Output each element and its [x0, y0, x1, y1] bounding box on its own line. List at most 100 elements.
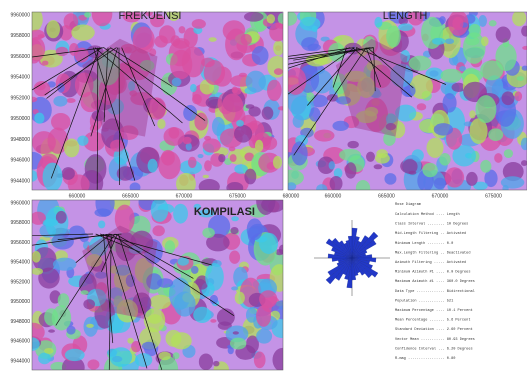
map-zone: [517, 76, 524, 81]
map-zone: [244, 169, 256, 185]
y-tick-label: 9948000: [11, 137, 31, 143]
map-zone: [480, 160, 491, 173]
y-tick-label: 9944000: [11, 178, 31, 184]
map-zone: [204, 160, 212, 171]
rose-stat: Minimum Length ........ 0.0: [395, 241, 453, 246]
map-zone: [502, 185, 508, 192]
y-tick-label: 9944000: [11, 358, 31, 364]
panel-title: LENGTH: [383, 10, 428, 22]
map-zone: [417, 103, 427, 110]
y-tick-label: 9958000: [11, 33, 31, 39]
map-zone: [384, 173, 396, 185]
x-tick-label: 675000: [229, 193, 246, 199]
map-zone: [374, 17, 382, 28]
y-tick-label: 9950000: [11, 116, 31, 122]
map-zone: [170, 50, 192, 79]
map-zone: [332, 121, 348, 131]
map-zone: [190, 84, 197, 92]
map-zone: [64, 138, 80, 157]
map-zone: [62, 229, 70, 234]
map-zone: [402, 159, 417, 174]
map-zone: [241, 34, 252, 46]
map-zone: [494, 153, 502, 163]
y-tick-label: 9954000: [11, 260, 31, 266]
map-zone: [28, 37, 45, 61]
map-zone: [58, 293, 70, 307]
map-zone: [234, 125, 252, 143]
map-zone: [278, 13, 286, 24]
rose-stat: Vector Mean ........... 80.93 Degrees: [395, 337, 475, 342]
map-zone: [66, 98, 75, 103]
rose-stat: Mid-Length Filtering .. Activated: [395, 231, 466, 236]
map-zone: [398, 23, 413, 31]
y-tick-label: 9958000: [11, 220, 31, 226]
map-zone: [262, 107, 274, 120]
map-zone: [254, 351, 266, 368]
map-zone: [171, 332, 192, 349]
y-tick-label: 9950000: [11, 299, 31, 305]
map-zone: [38, 353, 51, 365]
map-zone: [376, 149, 388, 158]
y-tick-label: 9948000: [11, 319, 31, 325]
map-zone: [69, 43, 79, 56]
map-zone: [226, 182, 243, 194]
map-zone: [42, 61, 49, 66]
map-zone: [152, 225, 164, 236]
map-zone: [130, 182, 141, 192]
map-zone: [434, 123, 453, 135]
rose-stat: Mean Percentage ....... 5.6 Percent: [395, 318, 470, 323]
rose-stat: Confidence Interval ... 6.20 Degrees: [395, 346, 473, 351]
map-zone: [188, 157, 197, 168]
map-zone: [159, 352, 171, 361]
map-zone: [314, 130, 334, 142]
map-zone: [229, 251, 240, 264]
map-zone: [87, 359, 99, 369]
map-zone: [43, 163, 63, 192]
map-zone: [203, 175, 209, 179]
panel-title: FREKUENSI: [119, 10, 182, 22]
map-zone: [205, 263, 224, 291]
map-zone: [356, 180, 370, 196]
map-zone: [81, 290, 89, 295]
x-tick-label: 675000: [485, 193, 502, 199]
map-zone: [504, 149, 513, 158]
map-zone: [65, 349, 85, 361]
map-zone: [345, 162, 356, 178]
map-zone: [71, 24, 95, 40]
map-zone: [158, 151, 180, 179]
x-tick-label: 665000: [378, 193, 395, 199]
map-zone: [194, 113, 207, 131]
rose-stat: Population ............ 521: [395, 298, 453, 303]
map-zone: [165, 240, 175, 254]
x-tick-label: 670000: [432, 193, 449, 199]
map-zone: [230, 338, 246, 350]
map-zone: [293, 115, 304, 128]
map-zone: [135, 353, 152, 367]
map-zone: [31, 268, 43, 275]
map-zone: [203, 138, 221, 152]
map-zone: [445, 38, 454, 44]
map-zone: [213, 361, 219, 367]
map-zone: [366, 152, 375, 162]
map-zone: [144, 308, 165, 332]
map-zone: [432, 38, 445, 45]
map-zone: [46, 20, 60, 38]
map-zone: [48, 329, 55, 332]
map-zone: [131, 341, 141, 352]
rose-stat: Minimum Azimuth #1 .... 0.0 Degrees: [395, 270, 470, 275]
map-zone: [157, 119, 165, 129]
map-zone: [475, 95, 496, 123]
map-zone: [149, 295, 170, 309]
rose-stat: Standard Deviation .... 2.60 Percent: [395, 327, 473, 332]
map-zone: [481, 36, 489, 46]
map-zone: [199, 179, 220, 194]
map-zone: [43, 219, 58, 227]
map-zone: [239, 73, 247, 77]
rose-stat: Azimuth Filtering ..... Activated: [395, 260, 466, 265]
map-zone: [210, 319, 216, 323]
map-image: [21, 2, 288, 203]
map-zone: [445, 167, 464, 187]
map-zone: [409, 56, 432, 71]
map-zone: [300, 17, 321, 31]
map-zone: [34, 113, 44, 124]
